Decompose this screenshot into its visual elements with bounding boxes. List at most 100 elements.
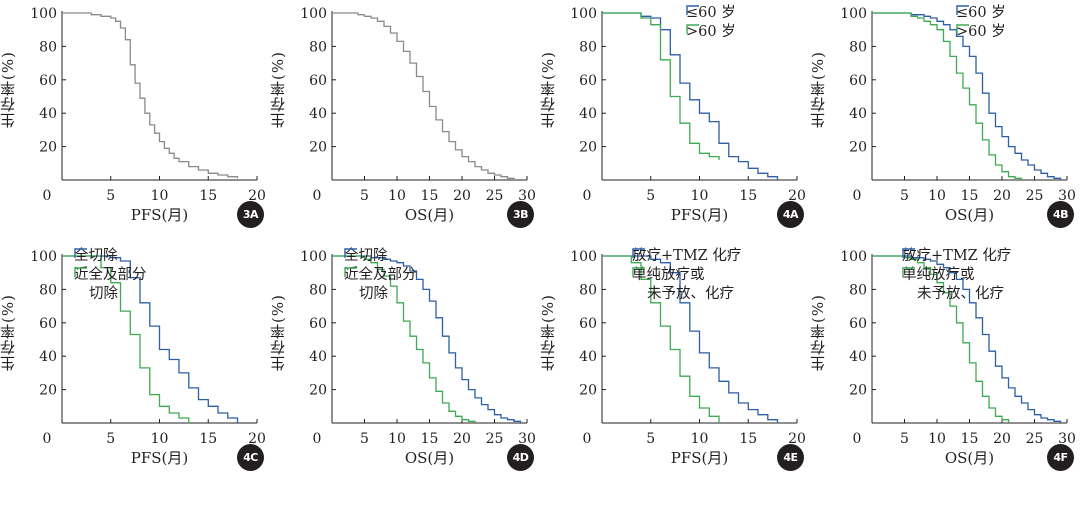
x-tick-label: 10	[928, 188, 946, 204]
y-tick-label: 80	[309, 282, 327, 298]
y-tick-label: 60	[39, 73, 57, 89]
x-tick-label: 0	[43, 188, 52, 204]
x-tick-label: 20	[788, 188, 806, 204]
legend-swatch	[344, 248, 357, 258]
x-tick-label: 10	[151, 431, 169, 447]
x-tick-label: 0	[313, 431, 322, 447]
survival-curve-green	[872, 255, 1010, 423]
y-tick-label: 100	[570, 249, 597, 265]
y-tick-label: 100	[300, 249, 327, 265]
legend-label: ≤60 岁	[686, 5, 736, 21]
legend-swatch	[686, 24, 699, 34]
y-tick-label: 80	[309, 39, 327, 55]
chart-svg: 20 40 60 80 100 0 5 10 15 20 25 30	[840, 6, 1076, 204]
x-tick-label: 5	[900, 431, 909, 447]
y-tick-label: 60	[849, 316, 867, 332]
chart-panel-4f: 20 40 60 80 100 0 5 10 15 20 25 30 生存率(%) OS(月) 4F 放疗+T…	[809, 243, 1080, 486]
panel-badge: 4F	[1047, 444, 1074, 471]
legend: 全切除 近全及部分 切除	[344, 247, 417, 304]
chart-panel-4b: 20 40 60 80 100 0 5 10 15 20 25 30 生存率(%) OS(月) 4B ≤60 …	[809, 0, 1080, 243]
survival-curve-green	[332, 255, 476, 423]
legend-label: >60 岁	[686, 24, 736, 40]
chart-panel-4c: 20 40 60 80 100 0 5 10 15 20 生存率(%) PFS(月) 4C 全切除 近全及部…	[0, 243, 270, 486]
chart-panel-4a: 20 40 60 80 100 0 5 10 15 20 生存率(%) PFS(月) 4A ≤60 岁 >6…	[539, 0, 810, 243]
survival-curve-gray	[62, 12, 239, 179]
legend-label: 放疗+TMZ 化疗	[902, 248, 1012, 264]
y-tick-label: 20	[849, 140, 867, 156]
legend-swatch	[632, 248, 645, 258]
y-tick-label: 60	[579, 73, 597, 89]
legend-item: 单纯放疗或	[632, 266, 741, 285]
x-axis-title: OS(月)	[944, 206, 995, 224]
x-tick-label: 15	[421, 188, 439, 204]
y-tick-label: 60	[309, 316, 327, 332]
legend-item: 放疗+TMZ 化疗	[632, 247, 741, 266]
y-tick-label: 20	[849, 383, 867, 399]
legend-label-line2: 未予放、化疗	[647, 286, 734, 302]
y-tick-label: 100	[840, 249, 867, 265]
y-tick-label: 40	[579, 106, 597, 122]
x-tick-label: 30	[1058, 431, 1076, 447]
survival-curve-green	[872, 12, 1023, 180]
y-axis-title: 生存率(%)	[539, 51, 557, 128]
survival-curve-blue	[602, 255, 779, 423]
x-tick-label: 30	[518, 431, 536, 447]
legend-swatch	[956, 24, 969, 34]
x-axis-title: PFS(月)	[670, 206, 729, 224]
x-tick-label: 20	[248, 431, 266, 447]
legend-label: 单纯放疗或	[632, 267, 705, 283]
x-tick-label: 30	[518, 188, 536, 204]
legend-item: 放疗+TMZ 化疗	[902, 247, 1011, 266]
legend-item: 全切除	[74, 247, 147, 266]
survival-curve-blue	[332, 255, 522, 423]
x-tick-label: 25	[1026, 188, 1044, 204]
legend-label: >60 岁	[956, 24, 1006, 40]
x-tick-label: 0	[313, 188, 322, 204]
y-tick-label: 20	[39, 383, 57, 399]
y-tick-label: 40	[39, 349, 57, 365]
legend-item: 单纯放疗或	[902, 266, 1011, 285]
chart-svg: 20 40 60 80 100 0 5 10 15 20 25 30	[840, 249, 1076, 447]
y-tick-label: 20	[39, 140, 57, 156]
legend-swatch	[956, 5, 969, 15]
x-tick-label: 5	[646, 188, 655, 204]
y-tick-label: 20	[579, 140, 597, 156]
y-axis-title: 生存率(%)	[539, 294, 557, 371]
y-axis-title: 生存率(%)	[809, 51, 827, 128]
x-tick-label: 0	[853, 431, 862, 447]
x-tick-label: 15	[199, 431, 217, 447]
panel-badge: 4E	[777, 444, 804, 471]
x-tick-label: 10	[388, 188, 406, 204]
y-axis-title: 生存率(%)	[269, 294, 287, 371]
y-tick-label: 20	[309, 383, 327, 399]
chart-svg: 20 40 60 80 100 0 5 10 15 20 25 30	[300, 6, 536, 204]
chart-svg: 20 40 60 80 100 0 5 10 15 20	[570, 249, 806, 447]
x-tick-label: 0	[853, 188, 862, 204]
chart-panel-3a: 20 40 60 80 100 0 5 10 15 20 生存率(%) PFS(月) 3A	[0, 0, 270, 243]
y-tick-label: 20	[309, 140, 327, 156]
x-tick-label: 20	[453, 188, 471, 204]
legend: 全切除 近全及部分 切除	[74, 247, 147, 304]
chart-panel-3b: 20 40 60 80 100 0 5 10 15 20 25 30 生存率(%) OS(月) 3B	[269, 0, 540, 243]
survival-curve-blue	[62, 255, 239, 423]
chart-svg: 20 40 60 80 100 0 5 10 15 20	[570, 6, 806, 204]
x-tick-label: 5	[360, 188, 369, 204]
legend-label-line2: 未予放、化疗	[917, 286, 1004, 302]
y-tick-label: 20	[579, 383, 597, 399]
x-axis-title: PFS(月)	[670, 449, 729, 467]
legend-swatch	[74, 267, 87, 277]
legend-swatch	[902, 267, 915, 277]
x-tick-label: 15	[961, 431, 979, 447]
legend: ≤60 岁 >60 岁	[956, 4, 1006, 42]
survival-curve-green	[62, 255, 190, 423]
legend-item: 近全及部分	[74, 266, 147, 285]
x-tick-label: 20	[248, 188, 266, 204]
legend: 放疗+TMZ 化疗 单纯放疗或 未予放、化疗	[902, 247, 1011, 304]
chart-panel-4e: 20 40 60 80 100 0 5 10 15 20 生存率(%) PFS(月) 4E 放疗+TMZ …	[539, 243, 810, 486]
y-tick-label: 100	[570, 6, 597, 22]
y-tick-label: 80	[849, 39, 867, 55]
y-tick-label: 100	[840, 6, 867, 22]
legend: 放疗+TMZ 化疗 单纯放疗或未予放、化疗	[632, 247, 741, 304]
x-tick-label: 5	[900, 188, 909, 204]
x-tick-label: 30	[1058, 188, 1076, 204]
